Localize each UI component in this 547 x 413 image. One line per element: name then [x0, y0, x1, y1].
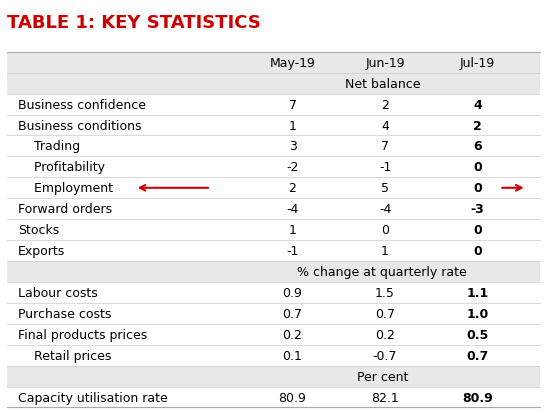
- Bar: [7, 366, 540, 387]
- Text: 0.7: 0.7: [283, 307, 302, 320]
- Bar: [7, 345, 540, 366]
- Text: 0: 0: [473, 244, 482, 257]
- Text: 0.2: 0.2: [375, 328, 395, 341]
- Text: Capacity utilisation rate: Capacity utilisation rate: [18, 391, 167, 404]
- Text: 7: 7: [381, 140, 389, 153]
- Bar: [7, 387, 540, 408]
- Bar: [7, 261, 540, 282]
- Text: Trading: Trading: [18, 140, 80, 153]
- Text: Business conditions: Business conditions: [18, 119, 141, 132]
- Bar: [7, 220, 540, 240]
- Bar: [7, 282, 540, 303]
- Text: 2: 2: [381, 98, 389, 112]
- Text: Per cent: Per cent: [357, 370, 408, 383]
- Text: -3: -3: [471, 203, 485, 216]
- Text: 7: 7: [289, 98, 296, 112]
- Text: 1: 1: [381, 244, 389, 257]
- Bar: [7, 199, 540, 220]
- Text: Forward orders: Forward orders: [18, 203, 112, 216]
- Text: 0.9: 0.9: [283, 286, 302, 299]
- Text: 1.0: 1.0: [467, 307, 488, 320]
- Text: 0: 0: [473, 223, 482, 237]
- Bar: [7, 74, 540, 95]
- Text: -1: -1: [379, 161, 391, 174]
- Text: 0: 0: [473, 182, 482, 195]
- Text: 0.7: 0.7: [467, 349, 488, 362]
- Text: Profitability: Profitability: [18, 161, 104, 174]
- Text: Labour costs: Labour costs: [18, 286, 97, 299]
- Bar: [7, 240, 540, 261]
- Text: -4: -4: [287, 203, 299, 216]
- Text: -2: -2: [287, 161, 299, 174]
- Bar: [7, 136, 540, 157]
- Bar: [7, 178, 540, 199]
- Bar: [7, 53, 540, 74]
- Text: 0.7: 0.7: [375, 307, 395, 320]
- Text: Stocks: Stocks: [18, 223, 59, 237]
- Text: 2: 2: [289, 182, 296, 195]
- Bar: [7, 324, 540, 345]
- Text: 4: 4: [473, 98, 482, 112]
- Bar: [7, 95, 540, 115]
- Bar: [7, 115, 540, 136]
- Text: 0.2: 0.2: [283, 328, 302, 341]
- Text: -4: -4: [379, 203, 391, 216]
- Text: 0: 0: [381, 223, 389, 237]
- Text: 1.5: 1.5: [375, 286, 395, 299]
- Text: % change at quarterly rate: % change at quarterly rate: [298, 265, 467, 278]
- Text: 1: 1: [289, 223, 296, 237]
- Text: Exports: Exports: [18, 244, 65, 257]
- Text: Net balance: Net balance: [345, 78, 420, 90]
- Text: Business confidence: Business confidence: [18, 98, 146, 112]
- Text: TABLE 1: KEY STATISTICS: TABLE 1: KEY STATISTICS: [7, 14, 261, 32]
- Text: 0.1: 0.1: [283, 349, 302, 362]
- Text: 0: 0: [473, 161, 482, 174]
- Text: Purchase costs: Purchase costs: [18, 307, 111, 320]
- Text: Employment: Employment: [18, 182, 113, 195]
- Text: 4: 4: [381, 119, 389, 132]
- Text: 0.5: 0.5: [467, 328, 488, 341]
- Text: 1: 1: [289, 119, 296, 132]
- Text: 82.1: 82.1: [371, 391, 399, 404]
- Text: 6: 6: [473, 140, 482, 153]
- Text: Jun-19: Jun-19: [365, 57, 405, 69]
- Text: 80.9: 80.9: [462, 391, 493, 404]
- Bar: [7, 303, 540, 324]
- Text: -1: -1: [287, 244, 299, 257]
- Text: Retail prices: Retail prices: [18, 349, 111, 362]
- Text: Jul-19: Jul-19: [460, 57, 495, 69]
- Text: 80.9: 80.9: [278, 391, 306, 404]
- Text: 5: 5: [381, 182, 389, 195]
- Text: 2: 2: [473, 119, 482, 132]
- Text: 1.1: 1.1: [467, 286, 488, 299]
- Text: Final products prices: Final products prices: [18, 328, 147, 341]
- Bar: [7, 157, 540, 178]
- Text: -0.7: -0.7: [373, 349, 397, 362]
- Text: May-19: May-19: [270, 57, 316, 69]
- Text: 3: 3: [289, 140, 296, 153]
